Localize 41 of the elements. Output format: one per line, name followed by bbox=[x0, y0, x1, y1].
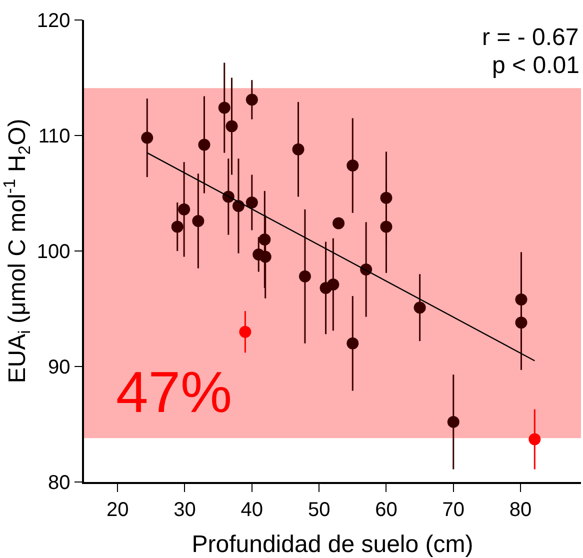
point bbox=[218, 102, 230, 114]
point bbox=[259, 250, 272, 263]
y-tick-label: 120 bbox=[36, 10, 70, 32]
point bbox=[346, 160, 359, 172]
point bbox=[528, 433, 541, 446]
point bbox=[178, 203, 190, 216]
point bbox=[246, 94, 258, 106]
point bbox=[141, 132, 154, 144]
point bbox=[239, 326, 252, 338]
x-tick-label: 40 bbox=[240, 498, 264, 521]
x-tick-label: 60 bbox=[375, 498, 398, 521]
x-tick-label: 50 bbox=[308, 498, 330, 521]
point bbox=[380, 192, 392, 204]
y-tick-label: 100 bbox=[36, 241, 70, 263]
point bbox=[198, 138, 210, 151]
y-tick-label: 110 bbox=[38, 126, 70, 148]
point bbox=[447, 416, 460, 428]
point bbox=[258, 233, 271, 246]
point bbox=[515, 316, 528, 329]
x-tick-label: 80 bbox=[509, 498, 532, 521]
point bbox=[226, 120, 238, 132]
point bbox=[246, 196, 258, 208]
annotation: p < 0.01 bbox=[492, 52, 580, 79]
point bbox=[292, 143, 304, 156]
point bbox=[515, 294, 528, 306]
point bbox=[327, 278, 340, 290]
point bbox=[414, 302, 426, 314]
x-tick-label: 70 bbox=[442, 498, 465, 521]
point bbox=[346, 337, 359, 350]
point bbox=[380, 220, 392, 233]
x-axis-title: Profundidad de suelo (cm) bbox=[192, 531, 474, 558]
x-tick-label: 20 bbox=[106, 498, 129, 521]
x-tick-label: 30 bbox=[174, 498, 196, 521]
y-tick-label: 90 bbox=[48, 356, 70, 378]
point bbox=[192, 214, 204, 227]
point bbox=[332, 217, 345, 230]
annotation: 47% bbox=[116, 360, 232, 425]
point bbox=[171, 220, 184, 233]
point bbox=[298, 270, 311, 282]
annotation: r = - 0.67 bbox=[482, 24, 579, 51]
y-tick-label: 80 bbox=[48, 472, 70, 494]
